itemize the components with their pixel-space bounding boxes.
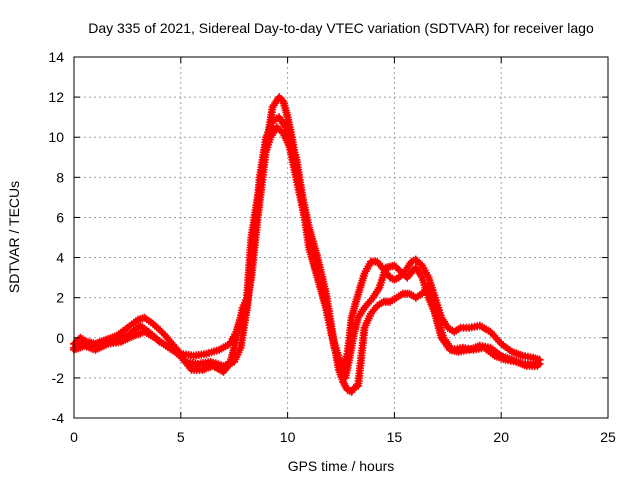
- x-tick-label: 15: [387, 429, 403, 445]
- x-tick-label: 10: [280, 429, 296, 445]
- y-tick-label: 10: [48, 129, 64, 145]
- y-tick-label: -4: [52, 410, 65, 426]
- plot-frame: [73, 56, 609, 419]
- x-tick-label: 25: [600, 429, 616, 445]
- x-tick-label: 5: [177, 429, 185, 445]
- series-line: [71, 124, 540, 381]
- y-tick-label: 4: [56, 250, 64, 266]
- y-axis-label: SDTVAR / TECUs: [6, 181, 22, 293]
- data-point-marker: [533, 361, 542, 370]
- series-trace-b: [70, 113, 544, 396]
- y-tick-label: 0: [56, 330, 64, 346]
- y-tick-label: 8: [56, 169, 64, 185]
- y-tick-label: 6: [56, 209, 64, 225]
- x-tick-label: 20: [493, 429, 509, 445]
- x-axis-label: GPS time / hours: [288, 458, 395, 474]
- y-tick-label: -2: [52, 370, 65, 386]
- chart-title: Day 335 of 2021, Sidereal Day-to-day VTE…: [88, 20, 594, 36]
- y-tick-label: 12: [48, 89, 64, 105]
- y-tick-label: 2: [56, 290, 64, 306]
- x-tick-label: 0: [70, 429, 78, 445]
- axis-ticks: 0 5 10 15 20 25 -4 -2 0 2 4 6 8 10 12 14: [48, 49, 616, 445]
- y-tick-label: 14: [48, 49, 64, 65]
- series-layer: [70, 93, 544, 396]
- series-trace-c: [70, 123, 542, 382]
